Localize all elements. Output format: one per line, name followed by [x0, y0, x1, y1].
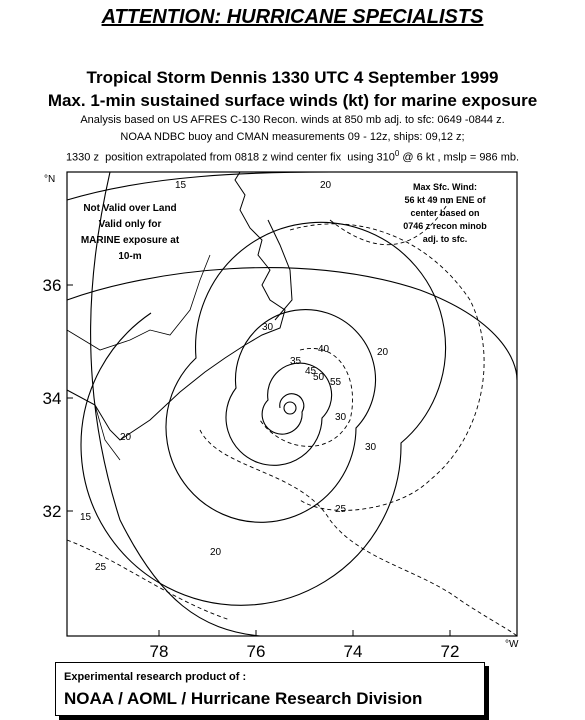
contour-label: 25: [335, 504, 347, 515]
contour-label: 20: [320, 180, 332, 191]
title: ATTENTION: HURRICANE SPECIALISTS: [101, 6, 484, 28]
max-wind-note: adj. to sfc.: [423, 234, 468, 244]
note: Analysis based on US AFRES C-130 Recon. …: [80, 114, 505, 126]
spiral: [80, 221, 447, 606]
contour-label: 15: [80, 512, 92, 523]
isotach: [66, 267, 518, 381]
dashed: [259, 348, 353, 447]
border: [66, 254, 211, 351]
footer-line: NOAA / AOML / Hurricane Research Divisio…: [64, 689, 423, 708]
contour-label: 35: [290, 356, 302, 367]
lat-label: 32: [43, 502, 62, 521]
note-text: 1330 z position extrapolated from 0818 z…: [65, 151, 395, 164]
land-note: Not Valid over Land: [83, 203, 176, 214]
contour-label: 20: [377, 347, 389, 358]
contour-label: 25: [95, 562, 107, 573]
dashed: [289, 223, 485, 511]
contour-label: 45: [305, 366, 317, 377]
footer-box: Experimental research product of : NOAA …: [55, 662, 485, 716]
dashed: [329, 199, 451, 245]
lat-label: 36: [43, 276, 62, 295]
contour-label: 40: [318, 344, 330, 355]
outer-banks: [267, 219, 293, 321]
contour-label: 30: [365, 442, 377, 453]
max-wind-note: 0746 z recon minob: [403, 221, 487, 231]
isotach: [283, 401, 297, 415]
isotachs: [66, 171, 518, 637]
unit-north: °N: [44, 174, 55, 185]
max-wind-note: center based on: [410, 208, 479, 218]
coast: [66, 171, 286, 441]
lon-label: 78: [150, 642, 169, 661]
max-wind-note: Max Sfc. Wind:: [413, 182, 477, 192]
coastline: [66, 171, 293, 461]
note: NOAA NDBC buoy and CMAN measurements 09 …: [120, 131, 465, 143]
unit-west: °W: [505, 639, 519, 650]
contour-label: 30: [335, 412, 347, 423]
lon-label: 74: [344, 642, 363, 661]
note: 1330 z position extrapolated from 0818 z…: [0, 149, 585, 164]
lat-label: 34: [43, 389, 62, 408]
subtitle: Tropical Storm Dennis 1330 UTC 4 Septemb…: [86, 68, 499, 87]
subtitle: Max. 1-min sustained surface winds (kt) …: [47, 91, 538, 110]
contour-label: 20: [120, 432, 132, 443]
dashed: [66, 539, 231, 621]
footer-line: Experimental research product of :: [64, 671, 247, 683]
lon-label: 76: [247, 642, 266, 661]
degree: 0: [394, 149, 400, 158]
land-note: Valid only for: [99, 219, 162, 230]
border: [94, 404, 121, 461]
isotach: [90, 171, 261, 637]
dashed: [199, 429, 518, 637]
contour-label: 50: [313, 372, 325, 383]
land-note: 10-m: [118, 251, 141, 262]
land-note: MARINE exposure at: [81, 235, 180, 246]
lon-label: 72: [441, 642, 460, 661]
contour-label: 30: [262, 322, 274, 333]
note-text: @ 6 kt , mslp = 986 mb.: [399, 151, 520, 164]
contour-label: 20: [210, 547, 222, 558]
contour-label: 55: [330, 377, 342, 388]
max-wind-note: 56 kt 49 nm ENE of: [404, 195, 486, 205]
contour-label: 15: [175, 180, 187, 191]
dashed-contours: [66, 199, 518, 637]
isotach: [66, 171, 331, 201]
